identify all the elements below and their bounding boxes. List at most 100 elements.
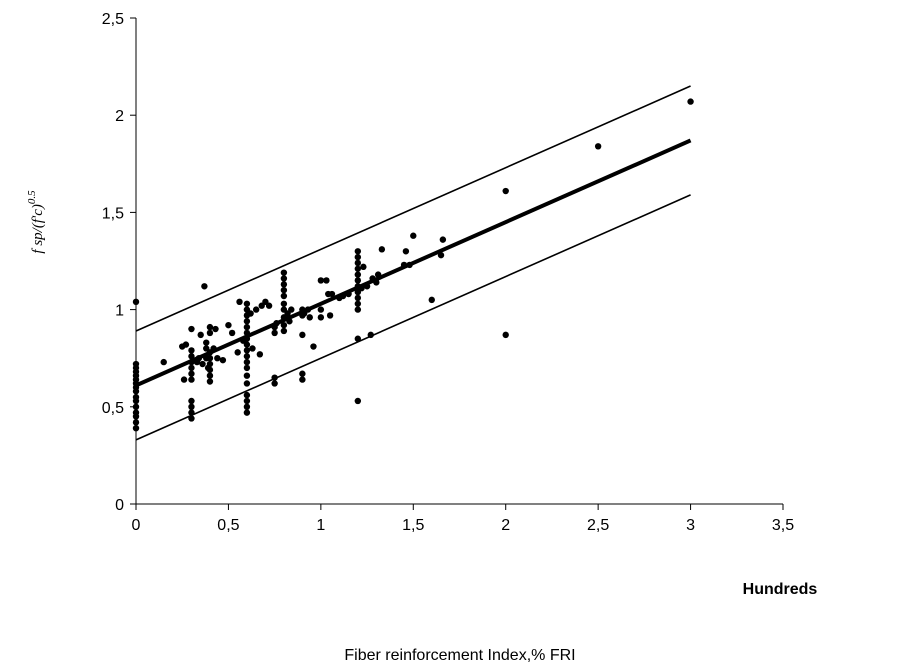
data-point	[243, 372, 251, 379]
data-point	[225, 321, 232, 329]
data-point	[280, 286, 288, 294]
axis-ticks: 0 0,5 1 1,5 2 2,5 3 3,5 0 0,5 1 1,5 2 2,5	[102, 11, 794, 534]
x-tick-label: 0	[132, 517, 141, 534]
data-point	[249, 345, 256, 352]
data-point	[594, 143, 602, 150]
data-point	[243, 391, 251, 399]
data-point	[345, 290, 352, 298]
data-point	[400, 261, 408, 269]
data-point	[374, 271, 382, 278]
data-point	[317, 306, 325, 313]
data-point	[199, 360, 206, 368]
data-point	[354, 397, 362, 405]
data-point	[354, 335, 362, 342]
data-point	[265, 302, 273, 309]
data-point	[243, 380, 251, 387]
data-point	[219, 356, 227, 364]
data-point	[437, 251, 445, 259]
x-tick-label: 1	[316, 517, 325, 534]
data-point	[206, 360, 214, 368]
data-point	[236, 298, 243, 306]
data-point	[206, 378, 214, 385]
data-point	[243, 323, 251, 331]
data-point	[354, 253, 362, 261]
data-point	[197, 331, 204, 339]
data-point	[206, 323, 214, 331]
axes	[135, 18, 783, 505]
data-point	[299, 331, 306, 339]
x-tick-label: 2	[501, 517, 510, 534]
y-tick-label: 1	[115, 303, 124, 320]
y-tick-label: 1,5	[102, 205, 124, 222]
data-point	[252, 306, 260, 313]
data-point	[354, 277, 362, 284]
data-point	[328, 290, 336, 298]
data-point	[317, 277, 325, 284]
data-point	[402, 248, 410, 255]
data-point	[188, 370, 195, 377]
data-point	[188, 409, 195, 416]
y-axis-title: f sp/(f'c)0.5	[26, 190, 46, 254]
data-point	[280, 300, 288, 307]
data-point	[206, 366, 214, 374]
data-point	[160, 358, 167, 366]
y-tick-label: 2	[115, 108, 124, 125]
data-point	[304, 306, 312, 313]
data-point	[354, 265, 362, 272]
data-point	[210, 345, 217, 352]
x-tick-label: 3,5	[772, 517, 794, 534]
data-point	[271, 374, 278, 381]
data-point	[243, 409, 251, 416]
data-point	[354, 300, 362, 307]
data-point	[406, 261, 413, 269]
data-point	[360, 263, 367, 271]
data-point	[243, 353, 251, 360]
data-point	[310, 343, 317, 350]
prediction-bound-line	[135, 194, 691, 441]
data-point	[306, 314, 313, 321]
x-tick-label: 3	[686, 517, 695, 534]
data-point	[354, 271, 362, 278]
data-point	[188, 347, 195, 354]
data-point	[182, 341, 190, 348]
data-point	[288, 306, 295, 313]
data-point	[280, 275, 288, 282]
y-tick-label: 0	[115, 497, 124, 514]
y-axis-title-base: f sp/(f'c)	[30, 204, 46, 253]
data-point	[201, 283, 208, 290]
data-point	[378, 246, 386, 253]
data-point	[212, 325, 219, 333]
data-point	[410, 232, 417, 239]
data-point	[502, 187, 509, 195]
data-point	[280, 327, 288, 335]
data-point	[243, 335, 251, 342]
y-axis-title-exponent: 0.5	[26, 190, 38, 204]
x-tick-label: 2,5	[587, 517, 609, 534]
data-point	[188, 376, 195, 383]
data-point	[243, 300, 251, 307]
plot-lines	[135, 85, 692, 441]
y-tick-label: 0,5	[102, 400, 124, 417]
data-point	[299, 376, 306, 383]
data-point	[354, 294, 362, 302]
data-point	[271, 329, 278, 337]
x-tick-label: 0,5	[217, 517, 239, 534]
data-point	[243, 347, 251, 354]
data-point	[188, 364, 195, 372]
data-point	[243, 364, 251, 372]
data-point	[228, 329, 236, 337]
data-point	[188, 415, 195, 422]
data-point	[687, 98, 694, 105]
x-axis-unit-label: Hundreds	[743, 581, 818, 598]
data-point	[354, 306, 362, 313]
data-point	[299, 370, 306, 377]
data-point	[502, 331, 509, 339]
data-point	[256, 351, 264, 358]
data-point	[439, 236, 447, 243]
data-point	[243, 341, 251, 348]
data-point	[271, 380, 278, 387]
data-point	[280, 321, 288, 329]
data-point	[286, 318, 293, 325]
data-point	[188, 358, 195, 366]
data-point	[243, 403, 251, 410]
